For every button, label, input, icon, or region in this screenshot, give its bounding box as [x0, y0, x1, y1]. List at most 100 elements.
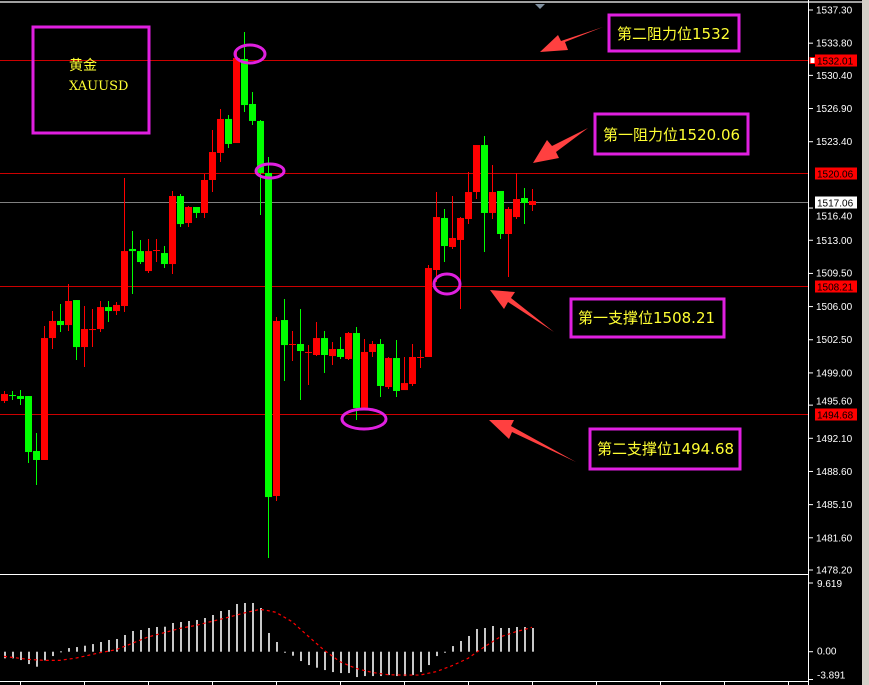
indicator-tick-label: 0.00	[817, 647, 837, 658]
indicator-axis: 9.619 0.00 -3.891	[809, 579, 846, 682]
candle	[457, 217, 464, 310]
candle	[369, 340, 376, 357]
price-levels	[0, 60, 808, 415]
histogram-bar	[500, 627, 502, 652]
candle-body	[521, 197, 528, 204]
candle	[41, 326, 48, 460]
candle	[313, 322, 320, 357]
histogram-bar	[68, 648, 70, 652]
candle-body	[337, 349, 344, 357]
candle-body	[513, 199, 520, 218]
candle-body	[169, 196, 176, 265]
price-tick-label: 1502.50	[816, 335, 853, 346]
support-2-label: 第二支撑位1494.68	[597, 440, 734, 458]
histogram-bar	[460, 640, 462, 652]
price-level-marker	[815, 280, 857, 293]
price-tick-label: 1488.60	[816, 467, 853, 478]
candle-body	[385, 358, 392, 388]
histogram-bar	[156, 626, 158, 652]
histogram-bar	[140, 629, 142, 652]
candle-body	[209, 152, 216, 180]
price-tick-label: 1481.60	[816, 533, 853, 544]
histogram-bar	[276, 641, 278, 652]
histogram-bar	[236, 603, 238, 652]
candle-body	[393, 358, 400, 392]
candle	[201, 174, 208, 218]
candle-body	[281, 320, 288, 346]
candle	[161, 246, 168, 269]
candle-body	[473, 145, 480, 193]
indicator-tick-label: -3.891	[817, 671, 846, 682]
candle	[417, 349, 424, 368]
candle	[337, 336, 344, 359]
histogram-bar	[316, 651, 318, 668]
arrow-icon	[489, 420, 576, 462]
candle-body	[481, 145, 488, 213]
time-axis	[20, 681, 789, 685]
candle-body	[65, 300, 72, 326]
candle-body	[137, 251, 144, 263]
histogram-bar	[516, 626, 518, 652]
candle	[481, 136, 488, 253]
histogram-bar	[332, 651, 334, 673]
support-1-box	[569, 297, 726, 339]
candle-body	[265, 172, 272, 498]
candle	[401, 356, 408, 391]
candle	[289, 331, 296, 361]
chart-shift-marker-icon[interactable]	[535, 4, 545, 9]
candle-body	[249, 103, 256, 121]
candle-body	[105, 307, 112, 312]
price-tick-label: 1530.40	[816, 71, 853, 82]
candle-body	[257, 120, 264, 173]
price-level-marker	[815, 408, 857, 421]
candle-body	[177, 196, 184, 225]
candle	[361, 338, 368, 410]
candle-body	[201, 179, 208, 213]
histogram-bar	[100, 641, 102, 652]
histogram-bar	[412, 651, 414, 676]
histogram-bar	[284, 651, 286, 653]
histogram-bar	[508, 627, 510, 652]
alert-marker-icon[interactable]	[809, 57, 816, 64]
candle	[49, 311, 56, 350]
candle	[1, 391, 8, 404]
histogram-bar	[380, 651, 382, 677]
price-level-marker	[815, 167, 857, 180]
histogram-bar	[396, 651, 398, 677]
candle-body	[113, 304, 120, 312]
histogram-bar	[188, 620, 190, 652]
highlight-ellipse	[432, 272, 462, 296]
candle	[505, 206, 512, 278]
candle-body	[425, 268, 432, 357]
candle-body	[161, 253, 168, 265]
candle	[177, 194, 184, 227]
price-level-marker	[815, 54, 857, 67]
price-tick-label: 1533.80	[816, 39, 853, 50]
candles	[1, 31, 536, 559]
candle	[97, 300, 104, 332]
candle	[225, 114, 232, 148]
candle	[65, 284, 72, 332]
candle	[385, 356, 392, 390]
histogram-bar	[84, 645, 86, 652]
title-symbol: XAUUSD	[69, 79, 128, 94]
histogram-bar	[364, 651, 366, 677]
candle-body	[33, 450, 40, 460]
price-tick-label: 1537.30	[816, 6, 853, 17]
candle	[209, 129, 216, 193]
candle-body	[49, 320, 56, 339]
price-tick-label: 1492.10	[816, 434, 853, 445]
candle	[273, 317, 280, 502]
histogram-bar	[268, 632, 270, 652]
histogram-bar	[308, 651, 310, 666]
price-axis[interactable]: 1537.30 1533.80 1530.40 1526.90 1523.40 1516.…	[809, 6, 857, 577]
title-name: 黄金	[69, 57, 97, 74]
candle	[473, 145, 480, 200]
candle-body	[433, 217, 440, 271]
histogram-bar	[76, 647, 78, 652]
candle-body	[241, 58, 248, 106]
candle	[265, 156, 272, 559]
candle	[169, 190, 176, 274]
histogram-bar	[476, 628, 478, 652]
